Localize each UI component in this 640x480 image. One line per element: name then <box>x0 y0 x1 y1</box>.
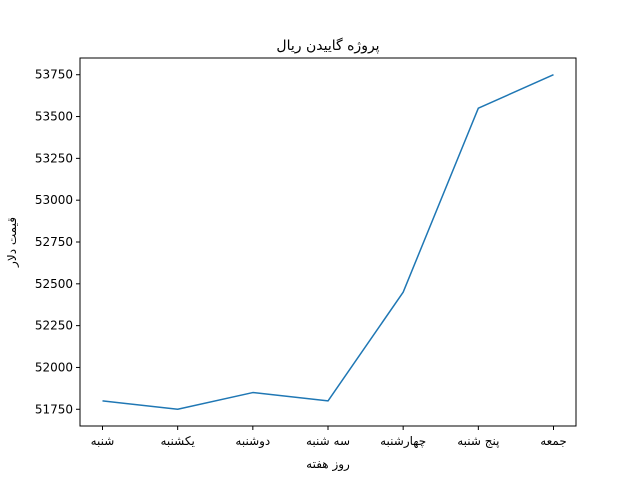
y-tick-label: 53000 <box>35 193 73 207</box>
y-tick-label: 53250 <box>35 151 73 165</box>
plot-area-frame <box>79 57 577 427</box>
y-tick-label: 52500 <box>35 277 73 291</box>
series-layer <box>102 74 554 411</box>
x-axis-label: روز هفته <box>306 457 350 472</box>
x-tick-label: سه شنبه <box>306 434 350 448</box>
y-tick-label: 51750 <box>35 402 73 416</box>
x-axis: شنبه یکشنبه دوشنبه سه شنبه چهارشنبه پنج شنبه ج… <box>91 426 567 449</box>
x-tick-label: جمعه <box>540 434 567 448</box>
y-tick-label: 52000 <box>35 360 73 374</box>
y-axis-label: قیمت دلار <box>5 217 20 268</box>
x-tick-label: دوشنبه <box>235 434 270 449</box>
x-tick-label: پنج شنبه <box>457 434 499 448</box>
x-tick-label: یکشنبه <box>160 434 194 448</box>
series-line <box>102 74 554 411</box>
y-tick-label: 53750 <box>35 68 73 82</box>
y-axis: 51750 52000 52250 52500 52750 53000 53250 53500… <box>35 68 80 416</box>
x-tick-label: چهارشنبه <box>380 434 426 449</box>
chart-title: پروژه گاییدن ریال <box>276 37 379 54</box>
y-tick-label: 52250 <box>35 319 73 333</box>
y-tick-label: 53500 <box>35 110 73 124</box>
y-tick-label: 52750 <box>35 235 73 249</box>
x-tick-label: شنبه <box>91 434 115 448</box>
